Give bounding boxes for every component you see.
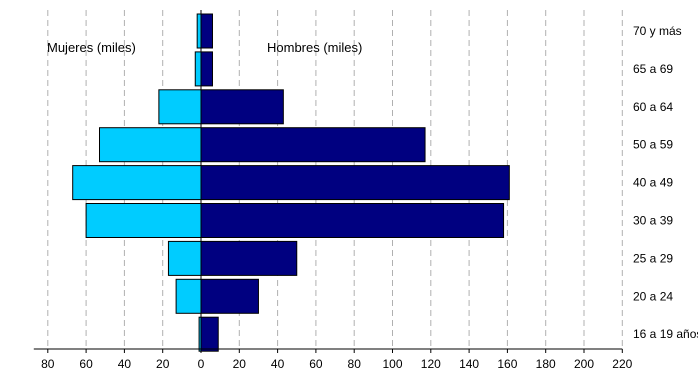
category-label: 40 a 49	[633, 176, 673, 190]
x-tick-label: 40	[118, 357, 132, 371]
x-tick-label: 20	[233, 357, 247, 371]
left-series-label: Mujeres (miles)	[47, 40, 136, 55]
category-label: 30 a 39	[633, 214, 673, 228]
bar-hombres-7	[200, 51, 213, 87]
right-series-label: Hombres (miles)	[267, 40, 362, 55]
category-label: 50 a 59	[633, 138, 673, 152]
bars	[72, 13, 510, 352]
category-label: 70 y más	[633, 24, 682, 38]
bar-mujeres-5	[99, 127, 202, 163]
bar-mujeres-3	[85, 203, 202, 238]
bar-mujeres-8	[196, 13, 202, 49]
vertical-gridlines	[47, 10, 623, 349]
bar-hombres-4	[200, 165, 510, 201]
x-tick-label: 120	[421, 357, 441, 371]
x-tick-label: 220	[612, 357, 632, 371]
bar-mujeres-2	[167, 240, 202, 276]
x-tick-label: 80	[348, 357, 362, 371]
x-axis-ticks: 80 60 40 20 0 20 40 60 80 100 120 140 160 180 200 220	[41, 349, 633, 371]
x-tick-label: 180	[536, 357, 556, 371]
category-label: 65 a 69	[633, 62, 673, 76]
bar-mujeres-4	[72, 165, 202, 201]
bar-hombres-3	[200, 203, 505, 238]
x-tick-label: 100	[382, 357, 402, 371]
bar-mujeres-7	[194, 51, 202, 87]
x-tick-label: 80	[41, 357, 55, 371]
category-label: 60 a 64	[633, 100, 673, 114]
bar-mujeres-6	[158, 89, 202, 125]
bar-hombres-0	[200, 316, 219, 352]
bar-hombres-1	[200, 278, 259, 314]
bar-hombres-5	[200, 127, 426, 163]
x-tick-label: 20	[156, 357, 170, 371]
category-label: 16 a 19 años	[633, 327, 698, 341]
bar-mujeres-1	[175, 278, 202, 314]
bar-hombres-2	[200, 240, 298, 276]
x-tick-label: 140	[459, 357, 479, 371]
x-tick-label: 60	[309, 357, 323, 371]
x-tick-label: 200	[574, 357, 594, 371]
category-label: 20 a 24	[633, 289, 673, 303]
x-tick-label: 40	[271, 357, 285, 371]
x-tick-label: 160	[497, 357, 517, 371]
x-tick-label: 0	[198, 357, 205, 371]
category-label: 25 a 29	[633, 251, 673, 265]
bar-hombres-6	[200, 89, 284, 125]
category-labels: 16 a 19 años 20 a 24 25 a 29 30 a 39 40 a 49…	[633, 24, 698, 341]
x-tick-label: 60	[79, 357, 93, 371]
bar-hombres-8	[200, 13, 213, 49]
